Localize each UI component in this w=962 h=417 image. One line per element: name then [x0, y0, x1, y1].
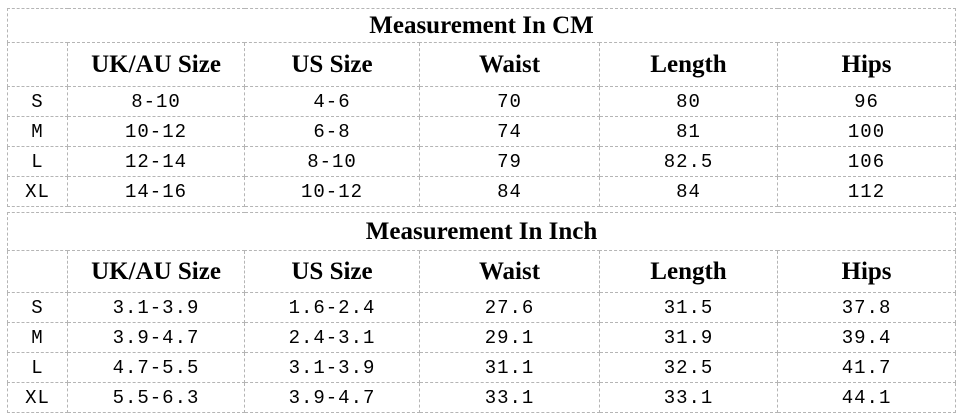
data-row: XL 14-16 10-12 84 84 112: [7, 176, 957, 207]
data-cell: 33.1: [599, 382, 778, 413]
data-cell: 2.4-3.1: [244, 322, 420, 353]
data-cell: 6-8: [244, 116, 420, 147]
data-cell: 8-10: [244, 146, 420, 177]
header-cell: US Size: [244, 250, 420, 293]
header-cell: [7, 42, 68, 87]
data-cell: 12-14: [67, 146, 245, 177]
data-cell: 84: [419, 176, 600, 207]
size-label: XL: [7, 176, 68, 207]
data-cell: 41.7: [776, 352, 957, 383]
data-cell: 8-10: [67, 86, 245, 117]
header-cell: UK/AU Size: [67, 250, 245, 293]
header-row: UK/AU Size US Size Waist Length Hips: [7, 250, 957, 293]
data-cell: 32.5: [599, 352, 778, 383]
data-cell: 81: [599, 116, 778, 147]
data-cell: 3.1-3.9: [244, 352, 420, 383]
data-row: L 4.7-5.5 3.1-3.9 31.1 32.5 41.7: [7, 352, 957, 383]
header-cell: [7, 250, 68, 293]
data-cell: 4-6: [244, 86, 420, 117]
data-cell: 10-12: [244, 176, 420, 207]
size-table: Measurement In Inch UK/AU Size US Size Wais…: [6, 212, 957, 413]
data-cell: 44.1: [776, 382, 957, 413]
header-cell: Waist: [419, 42, 600, 87]
data-cell: 1.6-2.4: [244, 292, 420, 323]
size-label: S: [7, 86, 68, 117]
size-label: M: [7, 116, 68, 147]
title-row: Measurement In Inch: [6, 212, 957, 251]
data-row: S 8-10 4-6 70 80 96: [7, 86, 957, 117]
data-cell: 79: [419, 146, 600, 177]
data-cell: 14-16: [67, 176, 245, 207]
data-cell: 100: [776, 116, 957, 147]
data-cell: 3.1-3.9: [67, 292, 245, 323]
header-cell: US Size: [244, 42, 420, 87]
data-cell: 3.9-4.7: [244, 382, 420, 413]
header-cell: Length: [599, 250, 778, 293]
data-row: XL 5.5-6.3 3.9-4.7 33.1 33.1 44.1: [7, 382, 957, 413]
size-label: L: [7, 146, 68, 177]
data-cell: 74: [419, 116, 600, 147]
header-cell: Waist: [419, 250, 600, 293]
data-cell: 33.1: [419, 382, 600, 413]
header-cell: Hips: [776, 42, 957, 87]
data-cell: 112: [776, 176, 957, 207]
size-label: M: [7, 322, 68, 353]
data-cell: 5.5-6.3: [67, 382, 245, 413]
data-cell: 82.5: [599, 146, 778, 177]
data-cell: 84: [599, 176, 778, 207]
data-cell: 27.6: [419, 292, 600, 323]
data-cell: 3.9-4.7: [67, 322, 245, 353]
data-row: L 12-14 8-10 79 82.5 106: [7, 146, 957, 177]
size-label: L: [7, 352, 68, 383]
size-label: S: [7, 292, 68, 323]
table-title: Measurement In CM: [6, 8, 957, 43]
size-label: XL: [7, 382, 68, 413]
data-cell: 4.7-5.5: [67, 352, 245, 383]
data-cell: 70: [419, 86, 600, 117]
data-row: S 3.1-3.9 1.6-2.4 27.6 31.5 37.8: [7, 292, 957, 323]
header-row: UK/AU Size US Size Waist Length Hips: [7, 42, 957, 87]
data-cell: 96: [776, 86, 957, 117]
data-row: M 10-12 6-8 74 81 100: [7, 116, 957, 147]
data-row: M 3.9-4.7 2.4-3.1 29.1 31.9 39.4: [7, 322, 957, 353]
table-title: Measurement In Inch: [6, 212, 957, 251]
header-cell: Length: [599, 42, 778, 87]
data-cell: 39.4: [776, 322, 957, 353]
data-cell: 31.1: [419, 352, 600, 383]
data-cell: 37.8: [776, 292, 957, 323]
data-cell: 10-12: [67, 116, 245, 147]
data-cell: 80: [599, 86, 778, 117]
data-cell: 29.1: [419, 322, 600, 353]
header-cell: Hips: [776, 250, 957, 293]
title-row: Measurement In CM: [6, 8, 957, 43]
data-cell: 31.5: [599, 292, 778, 323]
size-table: Measurement In CM UK/AU Size US Size Waist L…: [6, 8, 957, 207]
data-cell: 106: [776, 146, 957, 177]
header-cell: UK/AU Size: [67, 42, 245, 87]
data-cell: 31.9: [599, 322, 778, 353]
